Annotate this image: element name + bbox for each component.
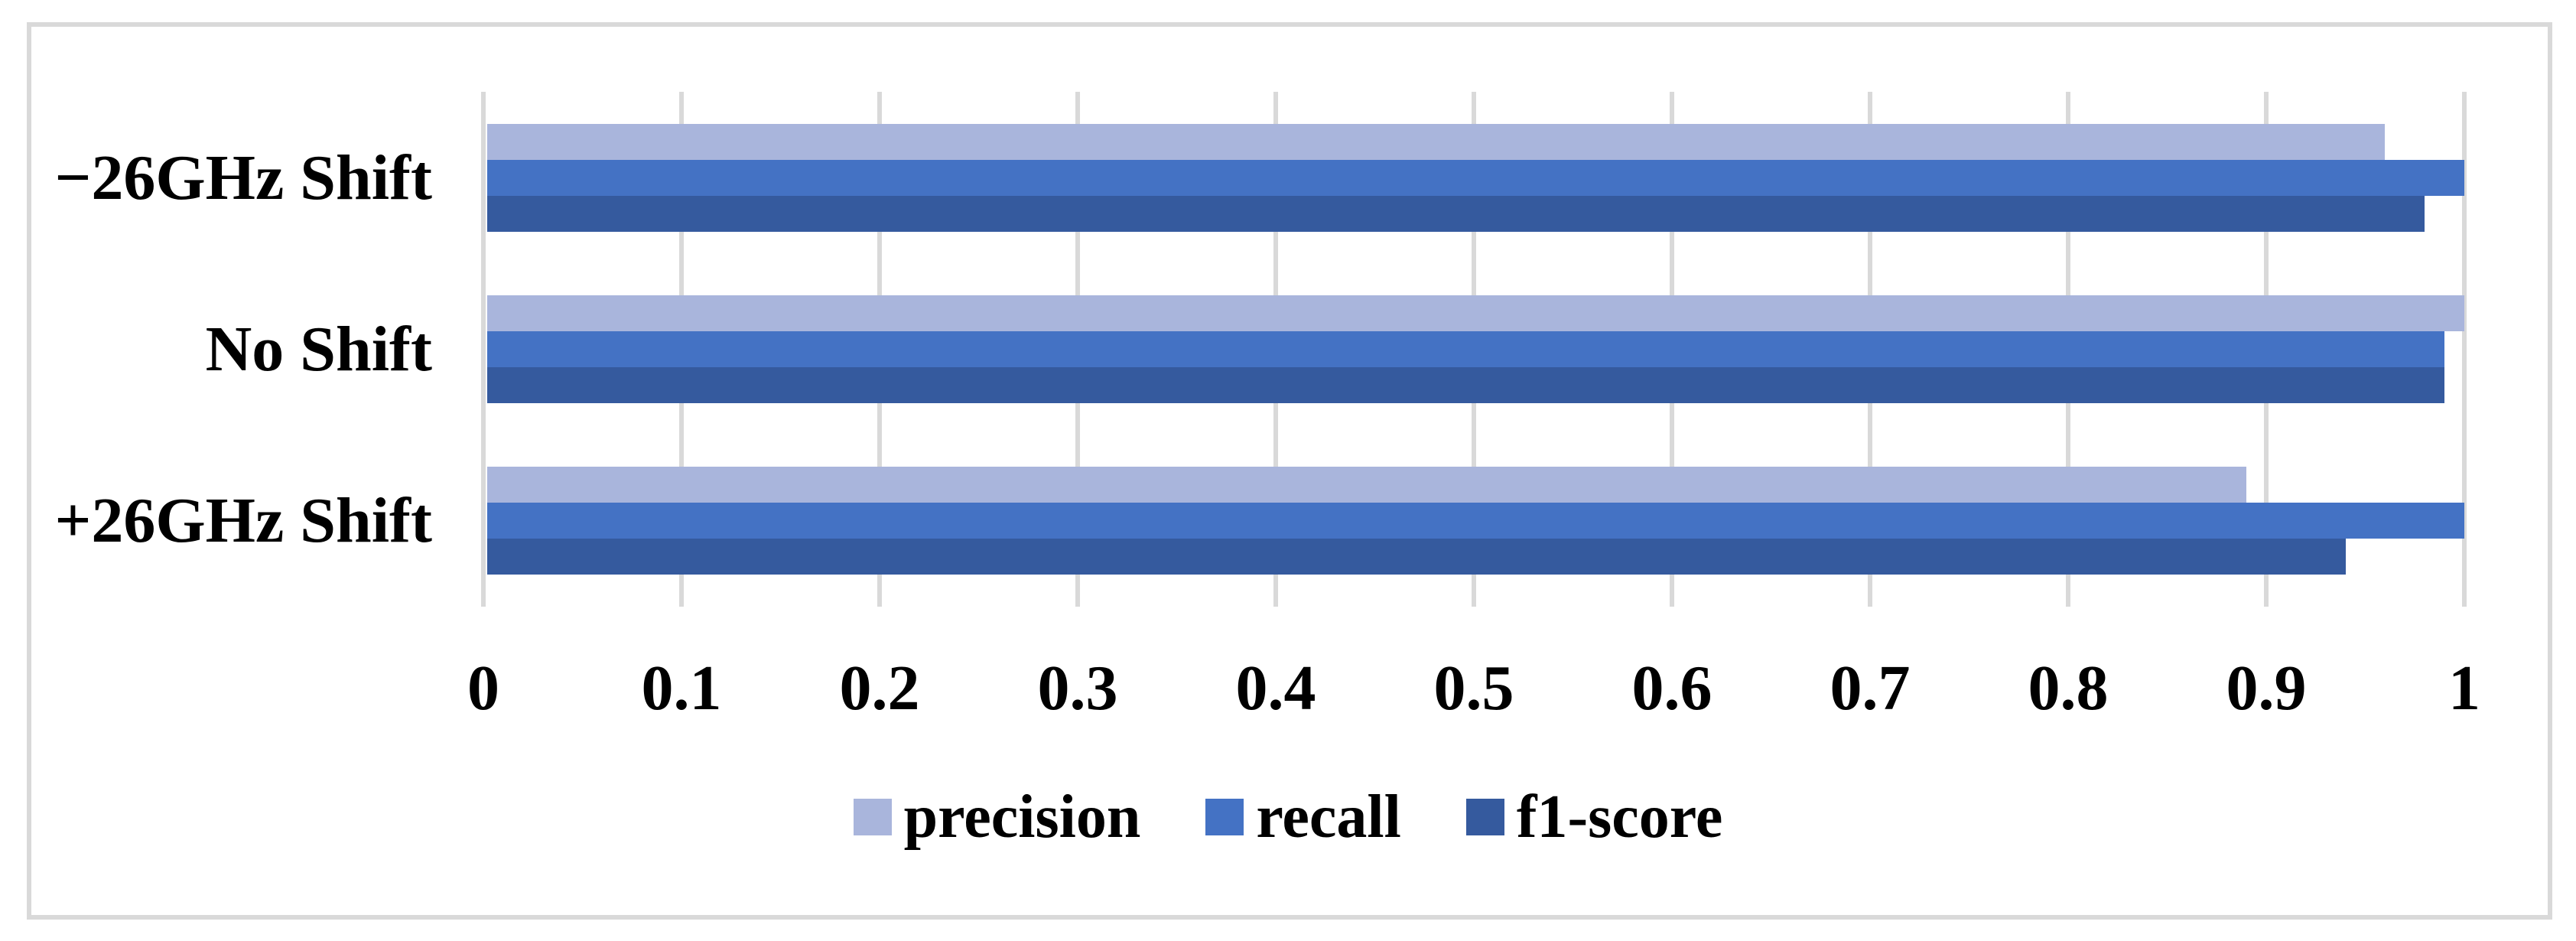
x-tick-label: 0.4 — [1235, 653, 1316, 724]
legend-label: f1-score — [1516, 783, 1723, 851]
bar-precision-cat2 — [487, 467, 2247, 503]
bar-recall-cat0 — [487, 159, 2464, 196]
bar-precision-cat1 — [487, 295, 2464, 331]
category-label: No Shift — [205, 314, 432, 385]
x-tick-label: 0.2 — [839, 653, 920, 724]
gridline — [481, 92, 486, 607]
x-tick-label: 0.8 — [2028, 653, 2109, 724]
x-tick-label: 0.3 — [1037, 653, 1118, 724]
legend-swatch-recall — [1205, 799, 1244, 835]
bar-precision-cat0 — [487, 123, 2386, 160]
x-tick-label: 0.7 — [1830, 653, 1911, 724]
bar-f1-score-cat0 — [487, 195, 2425, 232]
legend-swatch-precision — [853, 799, 892, 835]
chart-border — [27, 22, 2552, 920]
legend-item-recall: recall — [1205, 783, 1401, 852]
x-tick-label: 0 — [467, 653, 499, 724]
bar-recall-cat2 — [487, 503, 2464, 539]
bar-recall-cat1 — [487, 331, 2445, 367]
gridline — [2462, 92, 2467, 607]
legend-item-f1-score: f1-score — [1465, 783, 1723, 852]
legend-label: recall — [1256, 783, 1401, 851]
x-tick-label: 0.6 — [1631, 653, 1712, 724]
legend-label: precision — [903, 783, 1141, 851]
bar-f1-score-cat2 — [487, 539, 2346, 575]
x-tick-label: 1 — [2448, 653, 2480, 724]
plot-area — [481, 92, 2467, 607]
bar-f1-score-cat1 — [487, 367, 2445, 403]
x-tick-label: 0.5 — [1433, 653, 1514, 724]
category-label: +26GHz Shift — [54, 485, 432, 557]
legend: precision recall f1-score — [0, 771, 2576, 863]
legend-swatch-f1-score — [1465, 799, 1504, 835]
legend-item-precision: precision — [853, 783, 1141, 852]
x-tick-label: 0.9 — [2226, 653, 2307, 724]
category-label: −26GHz Shift — [54, 142, 432, 213]
x-tick-label: 0.1 — [641, 653, 722, 724]
